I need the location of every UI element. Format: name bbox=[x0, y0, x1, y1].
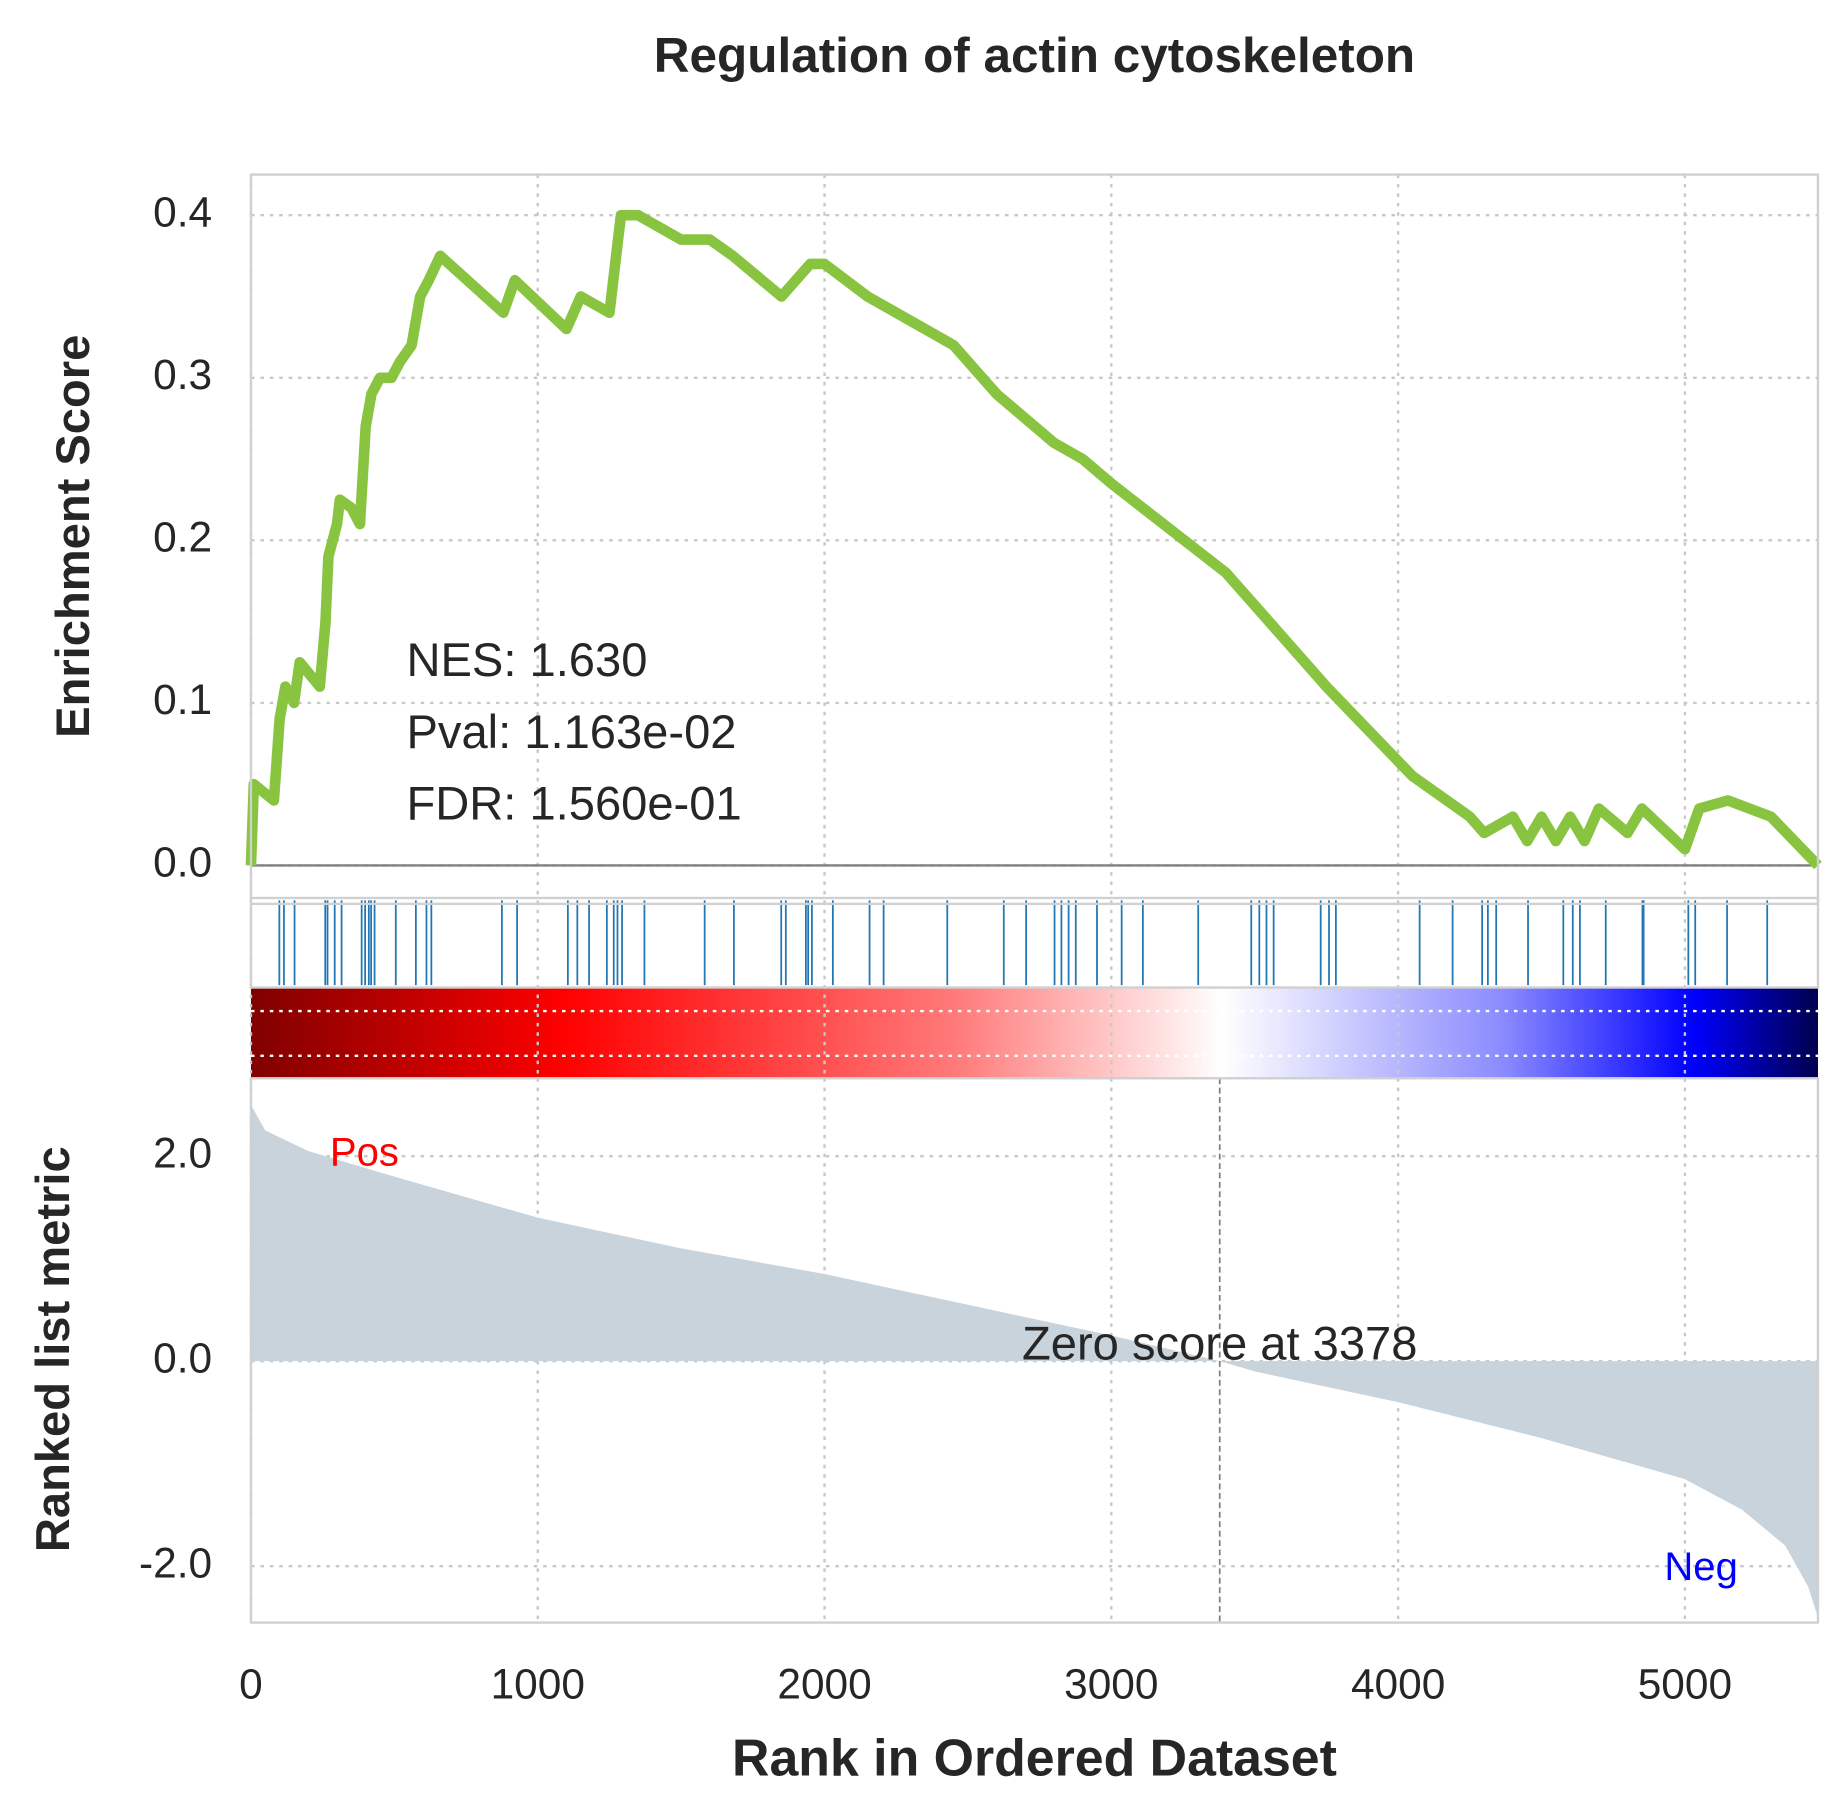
metric-area bbox=[250, 1104, 1818, 1618]
y-tick-label: 0.2 bbox=[153, 514, 212, 561]
heatmap bbox=[250, 987, 1818, 1079]
x-tick-label: 3000 bbox=[1064, 1661, 1158, 1708]
x-tick-label: 0 bbox=[239, 1661, 263, 1708]
x-tick-label: 2000 bbox=[777, 1661, 871, 1708]
frame bbox=[249, 1077, 1820, 1624]
es-line bbox=[245, 209, 1822, 870]
stat-annotation: NES: 1.630 bbox=[406, 633, 647, 686]
frame bbox=[249, 173, 1820, 906]
x-axis-label: Rank in Ordered Dataset bbox=[732, 1728, 1337, 1786]
chart-title: Regulation of actin cytoskeleton bbox=[654, 28, 1415, 83]
y-axis-label: Ranked list metric bbox=[26, 1146, 79, 1552]
y-tick-label: 0.4 bbox=[153, 188, 212, 235]
zero-score-label: Zero score at 3378 bbox=[1022, 1316, 1417, 1369]
stat-annotation: FDR: 1.560e-01 bbox=[406, 777, 741, 830]
y-tick-label: 0.0 bbox=[153, 1334, 212, 1381]
y-tick-label: 0.1 bbox=[153, 676, 212, 723]
y-tick-label: 0.0 bbox=[153, 839, 212, 886]
y-tick-label: 0.3 bbox=[153, 351, 212, 398]
y-axis-label: Enrichment Score bbox=[46, 335, 99, 738]
x-tick-label: 1000 bbox=[491, 1661, 585, 1708]
x-tick-label: 5000 bbox=[1638, 1661, 1732, 1708]
pos-label: Pos bbox=[330, 1130, 399, 1174]
frame bbox=[249, 896, 1820, 989]
x-tick-label: 4000 bbox=[1351, 1661, 1445, 1708]
y-tick-label: -2.0 bbox=[139, 1539, 212, 1586]
neg-label: Neg bbox=[1664, 1545, 1737, 1589]
y-tick-label: 2.0 bbox=[153, 1129, 212, 1176]
stat-annotation: Pval: 1.163e-02 bbox=[406, 705, 736, 758]
